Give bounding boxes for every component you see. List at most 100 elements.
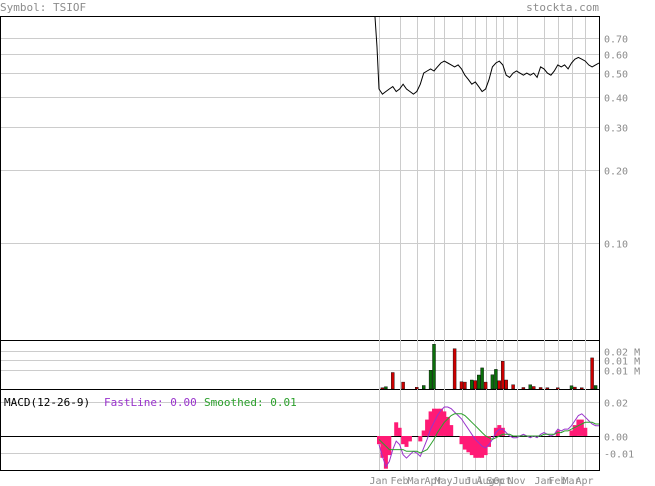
macd-tick-label: 0.02: [604, 399, 628, 410]
volume-bar: [463, 381, 467, 390]
volume-bar: [477, 374, 481, 390]
symbol-label: Symbol: TSIOF: [0, 1, 86, 14]
volume-bar: [580, 387, 584, 390]
x-tick-label: Aug: [476, 476, 494, 486]
macd-histogram-bar: [383, 436, 388, 469]
macd-histogram-bar: [473, 436, 478, 458]
volume-bar: [480, 367, 484, 390]
macd-histogram-bar: [397, 427, 402, 436]
macd-histogram-bar: [418, 436, 423, 442]
volume-bar: [483, 381, 488, 390]
price-plot: 0.70 0.60 0.50 0.40 0.30 0.20 0.10: [1, 16, 628, 470]
volume-bar: [428, 370, 433, 390]
price-tick-label: 0.40: [604, 94, 628, 105]
macd-histogram-bar: [579, 419, 584, 436]
macd-histogram-bar: [487, 436, 491, 447]
macd-histogram-bar: [428, 411, 433, 436]
volume-bar: [573, 386, 577, 390]
volume-bar: [501, 361, 505, 390]
volume-bar: [497, 380, 501, 390]
macd-title: MACD(12-26-9): [4, 396, 90, 409]
x-tick-label: Sep: [486, 476, 504, 486]
price-tick-label: 0.20: [604, 167, 628, 178]
macd-fastline: [378, 406, 599, 468]
volume-bar: [556, 387, 560, 390]
macd-histogram-bar: [572, 425, 577, 436]
x-tick-label: Apr: [424, 476, 442, 486]
macd-histogram-bar: [407, 436, 412, 442]
macd-histogram-bar: [469, 436, 474, 456]
macd-histogram-bar: [480, 436, 485, 458]
x-tick-label: Oct: [493, 476, 511, 486]
macd-histogram-bar: [500, 427, 505, 436]
macd-smoothed-line: [378, 413, 599, 454]
macd-histogram-bar: [569, 430, 574, 436]
macd-histogram-bar: [387, 436, 392, 456]
macd-histogram-bar: [497, 425, 502, 436]
volume-bar: [452, 348, 457, 390]
macd-plot: 0.02 0.00 -0.01: [1, 399, 634, 469]
volume-bar: [422, 385, 426, 390]
macd-histogram-bar: [425, 419, 430, 436]
macd-histogram-bar: [401, 436, 406, 445]
x-tick-label: Feb: [548, 476, 566, 486]
macd-histogram-bar: [476, 436, 481, 458]
volume-bar: [391, 372, 395, 390]
macd-histogram-bar: [404, 436, 409, 447]
macd-tick-label: 0.00: [604, 433, 628, 444]
x-tick-label: May: [434, 476, 452, 486]
x-tick-label: Jan: [534, 476, 552, 486]
volume-tick-label: 0.01 M: [604, 367, 640, 378]
price-tick-label: 0.10: [604, 240, 628, 251]
site-watermark: stockta.com: [526, 1, 599, 14]
macd-histogram-bar: [583, 427, 588, 436]
macd-fastline-label: FastLine: 0.00: [104, 396, 197, 409]
volume-bar: [384, 386, 388, 390]
macd-histogram-bar: [442, 411, 447, 436]
volume-bar: [569, 385, 574, 390]
macd-histogram-bar: [483, 436, 488, 456]
x-tick-label: Nov: [507, 476, 525, 486]
macd-histogram-bar: [421, 430, 426, 436]
price-line: [374, 16, 600, 95]
volume-bar: [593, 385, 598, 390]
volume-plot: 0.02 M0.01 M0.01 M: [1, 344, 640, 390]
macd-histogram-bar: [435, 408, 440, 436]
x-tick-label: Mar: [407, 476, 425, 486]
price-tick-label: 0.30: [604, 124, 628, 135]
x-tick-label: Mar: [562, 476, 580, 486]
macd-histogram-bar: [555, 430, 560, 436]
volume-bar: [401, 381, 405, 390]
volume-bar: [511, 384, 515, 390]
volume-tick-label: 0.01 M: [604, 357, 640, 368]
volume-bar: [459, 381, 464, 390]
volume-bar: [415, 387, 419, 390]
volume-bar: [380, 387, 385, 390]
macd-histogram-bar: [445, 416, 450, 436]
volume-bar: [494, 369, 498, 390]
volume-bar: [545, 387, 550, 390]
volume-tick-label: 0.02 M: [604, 348, 640, 359]
x-tick-label: Jun: [452, 476, 470, 486]
volume-bar: [528, 384, 532, 390]
macd-histogram-bar: [466, 436, 471, 453]
volume-panel: [0, 340, 600, 390]
macd-histogram-bar: [380, 436, 385, 458]
volume-bar: [590, 357, 594, 390]
macd-smoothed-label: Smoothed: 0.01: [204, 396, 297, 409]
macd-panel: [0, 389, 600, 471]
price-tick-label: 0.70: [604, 35, 628, 46]
macd-histogram-bar: [394, 422, 399, 436]
x-tick-label: Jan: [369, 476, 387, 486]
price-tick-label: 0.50: [604, 70, 628, 81]
volume-bar: [504, 379, 508, 390]
price-tick-label: 0.60: [604, 51, 628, 62]
volume-bar: [521, 387, 526, 390]
macd-histogram-bar: [576, 419, 581, 436]
x-tick-label: Apr: [575, 476, 593, 486]
x-tick-label: Jul: [465, 476, 483, 486]
volume-bar: [470, 379, 474, 390]
volume-bar: [473, 380, 477, 390]
